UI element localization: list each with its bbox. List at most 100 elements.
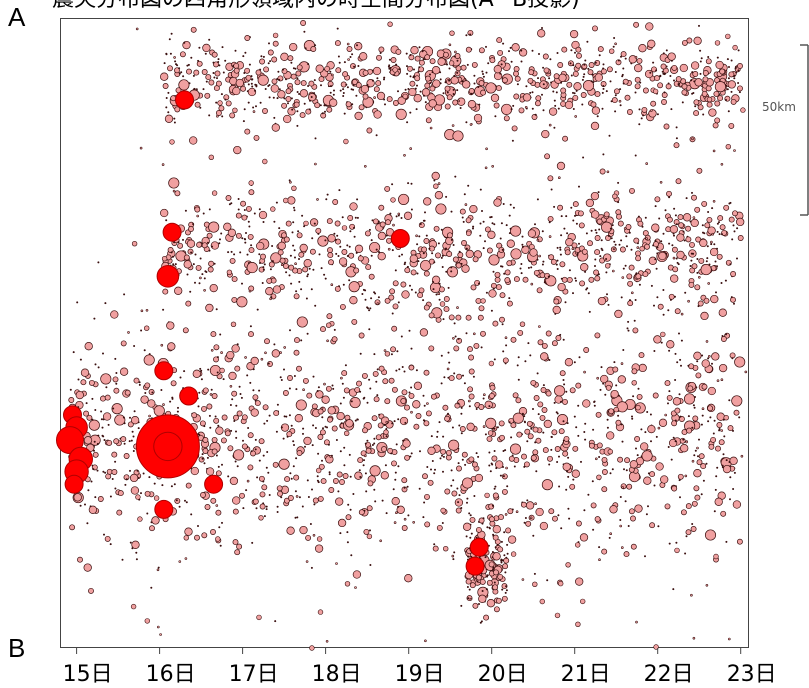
event-point bbox=[548, 123, 552, 127]
event-point bbox=[410, 46, 419, 55]
event-point bbox=[558, 428, 565, 435]
event-point bbox=[365, 490, 368, 493]
event-point bbox=[649, 522, 656, 529]
event-point bbox=[710, 436, 717, 443]
event-point bbox=[732, 210, 738, 217]
event-point bbox=[232, 496, 241, 505]
event-point bbox=[565, 215, 568, 218]
event-point bbox=[568, 269, 571, 272]
event-point bbox=[601, 107, 604, 110]
event-point bbox=[440, 354, 443, 357]
event-point bbox=[550, 258, 557, 265]
event-point bbox=[172, 263, 175, 266]
event-point bbox=[307, 63, 310, 65]
event-point bbox=[287, 102, 289, 105]
event-point bbox=[688, 363, 695, 370]
event-point bbox=[210, 388, 213, 391]
event-point bbox=[535, 470, 538, 473]
event-point bbox=[401, 253, 403, 256]
event-point bbox=[271, 123, 280, 132]
event-point bbox=[335, 252, 338, 255]
event-point bbox=[292, 267, 299, 274]
event-point bbox=[678, 332, 680, 335]
event-point bbox=[683, 393, 696, 405]
large-event-point bbox=[162, 222, 182, 242]
event-point bbox=[486, 435, 493, 442]
event-point bbox=[248, 180, 254, 186]
event-point bbox=[235, 404, 238, 407]
event-point bbox=[716, 247, 718, 250]
event-point bbox=[390, 346, 397, 353]
event-point bbox=[219, 544, 222, 547]
event-point bbox=[706, 257, 709, 260]
event-point bbox=[526, 499, 529, 502]
event-point bbox=[485, 82, 497, 94]
event-point bbox=[714, 100, 721, 107]
event-point bbox=[475, 297, 482, 304]
event-point bbox=[714, 488, 717, 491]
event-point bbox=[587, 493, 590, 496]
event-point bbox=[594, 265, 596, 267]
event-point bbox=[342, 283, 345, 286]
event-point bbox=[263, 66, 270, 73]
event-point bbox=[380, 471, 389, 480]
event-point bbox=[307, 273, 309, 276]
event-point bbox=[247, 233, 254, 240]
event-point bbox=[720, 429, 724, 432]
event-point bbox=[691, 137, 694, 141]
event-point bbox=[276, 78, 279, 80]
event-point bbox=[534, 223, 536, 226]
event-point bbox=[312, 375, 315, 378]
event-point bbox=[513, 276, 520, 283]
event-point bbox=[501, 323, 504, 326]
event-point bbox=[347, 58, 350, 61]
event-point bbox=[633, 21, 640, 28]
event-point bbox=[527, 342, 530, 345]
event-point bbox=[369, 529, 371, 532]
event-point bbox=[213, 417, 220, 424]
event-point bbox=[338, 61, 341, 64]
event-point bbox=[718, 233, 721, 236]
event-point bbox=[608, 408, 615, 415]
event-point bbox=[150, 586, 153, 589]
event-point bbox=[398, 193, 410, 205]
event-point bbox=[294, 256, 296, 259]
event-point bbox=[652, 61, 655, 64]
event-point bbox=[644, 243, 650, 250]
event-point bbox=[492, 552, 501, 561]
event-point bbox=[213, 76, 216, 79]
event-point bbox=[682, 438, 685, 441]
event-point bbox=[211, 448, 218, 455]
event-point bbox=[423, 304, 430, 311]
event-point bbox=[497, 573, 504, 580]
event-point bbox=[691, 191, 693, 194]
event-point bbox=[708, 108, 717, 117]
event-point bbox=[406, 265, 409, 268]
event-point bbox=[481, 70, 484, 73]
event-point bbox=[258, 475, 265, 482]
event-point bbox=[233, 414, 239, 421]
event-point bbox=[418, 235, 421, 238]
event-point bbox=[105, 386, 108, 389]
event-point bbox=[257, 74, 269, 86]
event-point bbox=[681, 83, 688, 90]
event-point bbox=[337, 490, 340, 493]
event-point bbox=[492, 525, 501, 534]
event-point bbox=[593, 400, 596, 403]
event-point bbox=[445, 195, 448, 198]
event-point bbox=[355, 251, 358, 254]
event-point bbox=[390, 57, 397, 63]
event-point bbox=[494, 485, 497, 488]
event-point bbox=[521, 412, 524, 415]
event-point bbox=[685, 440, 688, 444]
event-point bbox=[628, 508, 635, 515]
event-point bbox=[501, 583, 508, 590]
event-point bbox=[614, 309, 623, 319]
event-point bbox=[556, 246, 559, 249]
event-point bbox=[404, 267, 411, 274]
event-point bbox=[379, 221, 386, 228]
event-point bbox=[172, 255, 174, 258]
event-point bbox=[686, 427, 693, 434]
event-point bbox=[547, 275, 550, 278]
event-point bbox=[201, 457, 204, 460]
